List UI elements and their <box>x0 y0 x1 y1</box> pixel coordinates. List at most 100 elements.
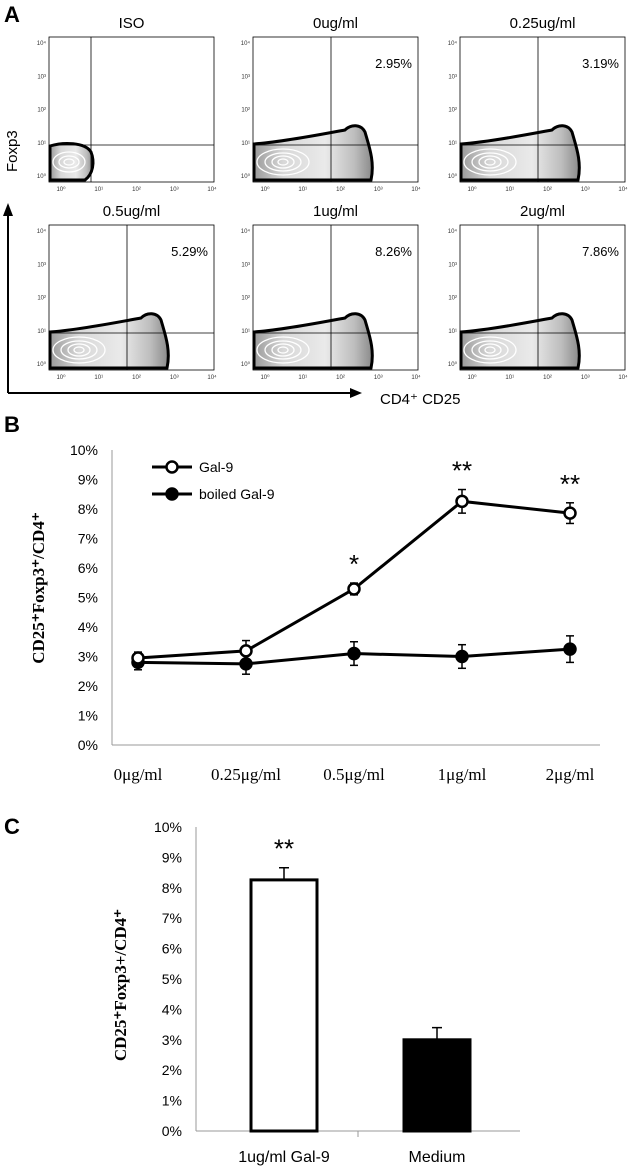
data-point <box>563 506 577 520</box>
flow-contour-ring <box>67 343 91 357</box>
flow-y-tick-label: 10² <box>241 108 250 114</box>
flow-x-tick-label: 10² <box>543 187 552 193</box>
panel-c-y-tick-label: 6% <box>162 941 182 957</box>
flow-y-tick-label: 10³ <box>37 262 46 268</box>
flow-y-tick-label: 10¹ <box>448 141 457 147</box>
flow-x-tick-label: 10² <box>132 375 141 381</box>
panel-b-y-tick-label: 10% <box>70 442 98 458</box>
data-point <box>131 651 145 665</box>
flow-contour-ring <box>478 343 502 357</box>
flow-x-tick-label: 10⁰ <box>467 186 477 193</box>
flow-contour-ring <box>271 343 295 357</box>
flow-y-tick-label: 10⁴ <box>241 40 251 47</box>
flow-y-tick-label: 10⁰ <box>37 173 47 180</box>
flow-density-contour <box>459 312 581 370</box>
cd4-cd25-axis-label: CD4⁺ CD25 <box>380 391 460 408</box>
data-point <box>239 644 253 658</box>
flow-contour-ring <box>60 340 98 360</box>
flow-plot-title: 0.25ug/ml <box>510 15 576 32</box>
flow-y-tick-label: 10¹ <box>37 141 46 147</box>
flow-y-tick-label: 10⁴ <box>448 228 458 235</box>
flow-y-tick-label: 10¹ <box>448 329 457 335</box>
flow-plot: ISO 10⁰ 10⁰ 10¹ 10¹ 10² 10² 10³ 10³ 10⁴ 10⁴ <box>37 15 217 193</box>
cd4-arrowhead-icon <box>350 388 362 398</box>
flow-contour-ring <box>52 151 86 173</box>
flow-y-tick-label: 10¹ <box>241 141 250 147</box>
flow-plot-title: 1ug/ml <box>313 203 358 220</box>
flow-contour-ring <box>73 346 85 354</box>
flow-y-tick-label: 10³ <box>448 74 457 80</box>
flow-x-tick-label: 10¹ <box>298 187 307 193</box>
flow-x-tick-label: 10⁴ <box>618 186 628 193</box>
flow-y-tick-label: 10⁰ <box>241 361 251 368</box>
flow-y-tick-label: 10³ <box>241 74 250 80</box>
panel-c-y-tick-label: 9% <box>162 849 182 865</box>
flow-x-tick-label: 10² <box>336 375 345 381</box>
flow-density-contour <box>48 142 95 182</box>
flow-y-tick-label: 10¹ <box>37 329 46 335</box>
panel-b-y-tick-label: 8% <box>78 501 98 517</box>
panel-b-x-tick-label: 0.25μg/ml <box>211 765 281 784</box>
panel-c-letter: C <box>4 814 20 839</box>
flow-x-tick-label: 10³ <box>170 375 179 381</box>
flow-y-tick-label: 10⁰ <box>448 173 458 180</box>
flow-x-tick-label: 10⁰ <box>56 186 66 193</box>
panel-c-x-tick-label: Medium <box>409 1149 466 1166</box>
panel-b-y-tick-label: 3% <box>78 649 98 665</box>
panel-c-y-tick-label: 8% <box>162 880 182 896</box>
flow-contour-ring <box>256 148 310 176</box>
flow-y-tick-label: 10⁴ <box>37 228 47 235</box>
panel-b-x-tick-label: 0μg/ml <box>114 765 163 784</box>
flow-y-tick-label: 10³ <box>37 74 46 80</box>
flow-plot: 2ug/ml 7.86% 10⁰ 10⁰ 10¹ 10¹ 10² 10² 10³ 10³ 10⁴ 10… <box>448 203 628 381</box>
flow-plot-title: 2ug/ml <box>520 203 565 220</box>
data-point <box>455 649 469 664</box>
flow-plot: 0.25ug/ml 3.19% 10⁰ 10⁰ 10¹ 10¹ 10² 10² 10³ 10³ 10… <box>448 15 628 193</box>
panel-c-y-tick-label: 4% <box>162 1001 182 1017</box>
flow-density-contour <box>252 312 374 370</box>
flow-x-tick-label: 10⁰ <box>260 374 270 381</box>
significance-marker: ** <box>452 456 472 486</box>
flow-plot-title: ISO <box>119 15 145 32</box>
flow-contour-ring <box>52 336 106 364</box>
flow-y-tick-label: 10⁰ <box>448 361 458 368</box>
flow-y-tick-label: 10⁴ <box>241 228 251 235</box>
panel-b-y-tick-label: 5% <box>78 590 98 606</box>
panel-c-y-tick-label: 5% <box>162 971 182 987</box>
panel-c-y-axis-label: CD25⁺Foxp3+/CD4⁺ <box>111 909 130 1061</box>
flow-density-contour <box>48 312 170 370</box>
flow-contour-ring <box>484 346 496 354</box>
flow-y-tick-label: 10² <box>37 296 46 302</box>
flow-contour-ring <box>471 152 509 172</box>
flow-x-tick-label: 10⁴ <box>207 374 217 381</box>
legend-label: boiled Gal-9 <box>199 486 275 502</box>
flow-plot-percent: 3.19% <box>582 56 619 71</box>
panel-c-bar-chart: C CD25⁺Foxp3+/CD4⁺ 0% 1% 2% 3% 4% 5% 6% 7% 8% 9% 1… <box>4 814 520 1166</box>
data-point <box>563 642 577 656</box>
flow-y-tick-label: 10¹ <box>241 329 250 335</box>
panel-b-plot-area: 0% 1% 2% 3% 4% 5% 6% 7% 8% 9% 10% 0μg/ml 0.25μg/ml 0.… <box>70 442 600 784</box>
significance-marker: ** <box>274 834 294 864</box>
panel-b-line-chart: B CD25⁺Foxp3⁺/CD4⁺ 0% 1% 2% 3% 4% 5% 6% 7% 8% 9% 1… <box>4 412 600 784</box>
panel-b-y-tick-label: 6% <box>78 560 98 576</box>
flow-y-tick-label: 10² <box>241 296 250 302</box>
flow-plot-title: 0ug/ml <box>313 15 358 32</box>
data-point <box>347 646 361 661</box>
panel-c-y-tick-label: 10% <box>154 819 182 835</box>
flow-y-tick-label: 10³ <box>241 262 250 268</box>
data-point <box>347 582 361 596</box>
flow-y-tick-label: 10² <box>448 296 457 302</box>
flow-y-tick-label: 10⁴ <box>448 40 458 47</box>
flow-x-tick-label: 10⁰ <box>56 374 66 381</box>
foxp3-arrowhead-icon <box>3 203 13 216</box>
panel-c-y-tick-label: 1% <box>162 1093 182 1109</box>
flow-contour-ring <box>463 148 517 176</box>
flow-x-tick-label: 10³ <box>581 187 590 193</box>
flow-x-tick-label: 10⁴ <box>411 186 421 193</box>
flow-x-tick-label: 10³ <box>374 187 383 193</box>
panel-b-x-tick-label: 2μg/ml <box>546 765 595 784</box>
panel-b-y-axis-label: CD25⁺Foxp3⁺/CD4⁺ <box>29 512 48 664</box>
legend-marker <box>165 487 179 501</box>
data-point <box>455 494 469 509</box>
panel-c-y-tick-label: 3% <box>162 1032 182 1048</box>
